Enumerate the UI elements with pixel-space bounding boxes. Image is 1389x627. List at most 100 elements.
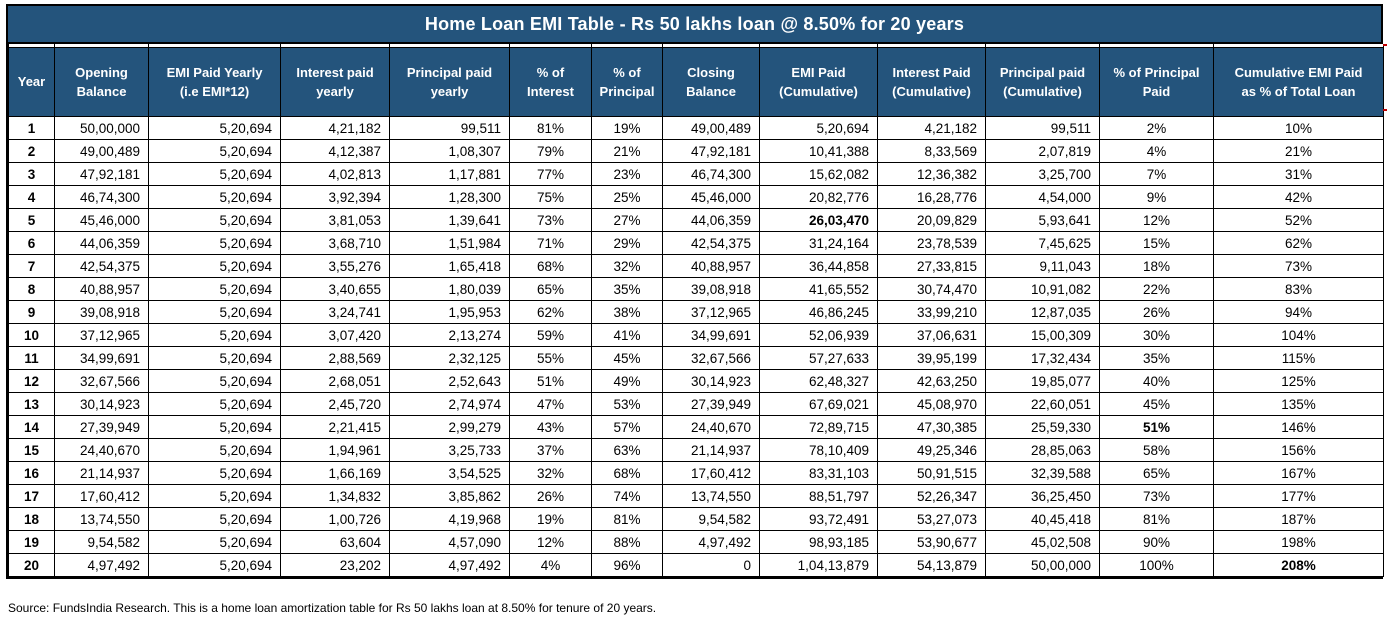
- table-cell: 30,74,470: [877, 277, 986, 301]
- table-cell: 99,511: [389, 116, 510, 140]
- table-cell: 63%: [591, 438, 663, 462]
- table-cell: 5,20,694: [148, 162, 281, 186]
- table-cell: 93,72,491: [759, 507, 878, 531]
- table-cell: 2,32,125: [389, 346, 510, 370]
- table-cell: 32%: [509, 461, 592, 485]
- table-row: 20 4,97,492 5,20,694 23,202 4,97,492 4% 96% 0 1,…: [8, 553, 1384, 577]
- table-cell: 5,20,694: [148, 254, 281, 278]
- year-cell: 19: [8, 530, 55, 554]
- table-cell: 19,85,077: [985, 369, 1100, 393]
- table-cell: 3,68,710: [280, 231, 390, 255]
- table-cell: 32,67,566: [662, 346, 760, 370]
- table-cell: 146%: [1213, 415, 1384, 439]
- table-cell: 3,81,053: [280, 208, 390, 232]
- table-cell: 55%: [509, 346, 592, 370]
- table-cell: 62%: [1213, 231, 1384, 255]
- table-cell: 1,00,726: [280, 507, 390, 531]
- emi-table: Year Opening Balance EMI Paid Yearly (i.e …: [8, 44, 1384, 577]
- table-cell: 20,09,829: [877, 208, 986, 232]
- table-cell: 4,54,000: [985, 185, 1100, 209]
- table-row: 9 39,08,918 5,20,694 3,24,741 1,95,953 62% 38%…: [8, 300, 1384, 324]
- table-cell: 45,08,970: [877, 392, 986, 416]
- table-cell: 46,74,300: [54, 185, 149, 209]
- edge-artifact-mark: [1383, 109, 1387, 111]
- table-cell: 27,39,949: [54, 415, 149, 439]
- year-cell: 10: [8, 323, 55, 347]
- year-cell: 8: [8, 277, 55, 301]
- table-cell: 3,85,862: [389, 484, 510, 508]
- header-cell: EMI Paid (Cumulative): [759, 47, 878, 117]
- table-cell: 44,06,359: [54, 231, 149, 255]
- table-cell: 54,13,879: [877, 553, 986, 577]
- table-cell: 7,45,625: [985, 231, 1100, 255]
- table-cell: 94%: [1213, 300, 1384, 324]
- table-cell: 4%: [509, 553, 592, 577]
- table-cell: 42,54,375: [54, 254, 149, 278]
- table-cell: 5,20,694: [148, 139, 281, 163]
- table-cell: 30,14,923: [662, 369, 760, 393]
- table-cell: 10,91,082: [985, 277, 1100, 301]
- table-cell: 68%: [509, 254, 592, 278]
- table-row: 2 49,00,489 5,20,694 4,12,387 1,08,307 79% 21%…: [8, 139, 1384, 163]
- header-cell: Interest paid yearly: [280, 47, 390, 117]
- table-cell: 65%: [509, 277, 592, 301]
- table-cell: 26,03,470: [759, 208, 878, 232]
- table-cell: 32,39,588: [985, 461, 1100, 485]
- table-cell: 5,20,694: [148, 323, 281, 347]
- table-cell: 1,95,953: [389, 300, 510, 324]
- table-cell: 21,14,937: [54, 461, 149, 485]
- table-cell: 23%: [591, 162, 663, 186]
- table-cell: 53,27,073: [877, 507, 986, 531]
- table-cell: 5,20,694: [148, 208, 281, 232]
- table-cell: 5,20,694: [148, 484, 281, 508]
- table-cell: 52,06,939: [759, 323, 878, 347]
- table-cell: 2,07,819: [985, 139, 1100, 163]
- table-cell: 104%: [1213, 323, 1384, 347]
- table-cell: 36,25,450: [985, 484, 1100, 508]
- table-cell: 49,25,346: [877, 438, 986, 462]
- table-cell: 44,06,359: [662, 208, 760, 232]
- table-cell: 1,28,300: [389, 185, 510, 209]
- table-cell: 30,14,923: [54, 392, 149, 416]
- table-cell: 31%: [1213, 162, 1384, 186]
- table-cell: 15,00,309: [985, 323, 1100, 347]
- table-cell: 39,95,199: [877, 346, 986, 370]
- table-cell: 12%: [509, 530, 592, 554]
- table-cell: 45,46,000: [662, 185, 760, 209]
- table-cell: 5,20,694: [148, 231, 281, 255]
- header-cell: EMI Paid Yearly (i.e EMI*12): [148, 47, 281, 117]
- table-cell: 46,74,300: [662, 162, 760, 186]
- table-cell: 100%: [1099, 553, 1214, 577]
- table-cell: 4,97,492: [389, 553, 510, 577]
- table-cell: 15%: [1099, 231, 1214, 255]
- table-cell: 156%: [1213, 438, 1384, 462]
- year-cell: 7: [8, 254, 55, 278]
- table-cell: 177%: [1213, 484, 1384, 508]
- table-cell: 98,93,185: [759, 530, 878, 554]
- table-cell: 5,20,694: [148, 507, 281, 531]
- table-cell: 47,92,181: [54, 162, 149, 186]
- table-cell: 2,99,279: [389, 415, 510, 439]
- table-cell: 0: [662, 553, 760, 577]
- table-cell: 47,30,385: [877, 415, 986, 439]
- table-cell: 2,13,274: [389, 323, 510, 347]
- table-cell: 74%: [591, 484, 663, 508]
- year-cell: 20: [8, 553, 55, 577]
- table-cell: 2,88,569: [280, 346, 390, 370]
- table-cell: 35%: [1099, 346, 1214, 370]
- table-cell: 26%: [1099, 300, 1214, 324]
- year-cell: 13: [8, 392, 55, 416]
- table-cell: 4,21,182: [877, 116, 986, 140]
- table-row: 5 45,46,000 5,20,694 3,81,053 1,39,641 73% 27%…: [8, 208, 1384, 232]
- table-cell: 49,00,489: [54, 139, 149, 163]
- table-cell: 2%: [1099, 116, 1214, 140]
- year-cell: 14: [8, 415, 55, 439]
- table-cell: 4,02,813: [280, 162, 390, 186]
- year-cell: 4: [8, 185, 55, 209]
- table-cell: 2,68,051: [280, 369, 390, 393]
- table-cell: 5,20,694: [148, 346, 281, 370]
- header-cell: % of Interest: [509, 47, 592, 117]
- table-cell: 65%: [1099, 461, 1214, 485]
- table-cell: 71%: [509, 231, 592, 255]
